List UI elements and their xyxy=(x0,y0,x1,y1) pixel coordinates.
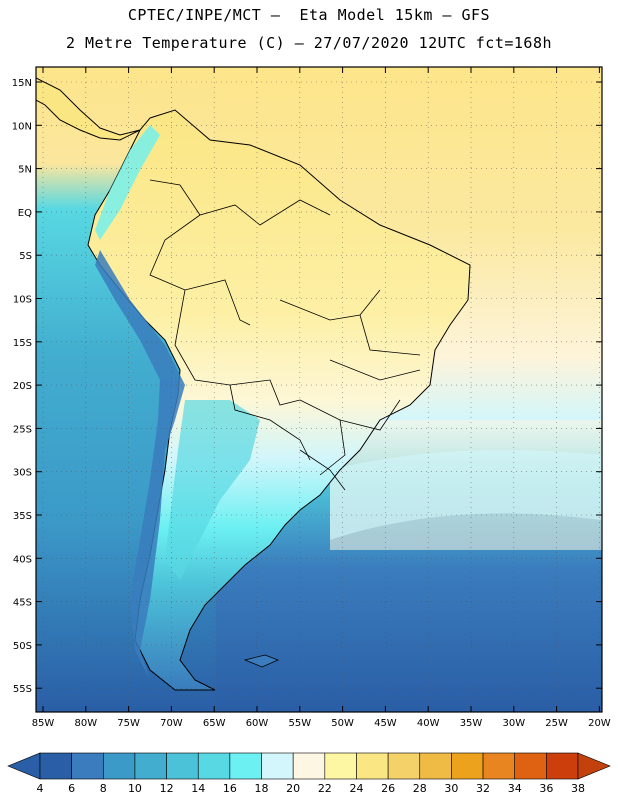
lat-label: 15N xyxy=(12,78,32,89)
colorbar-swatch xyxy=(419,752,452,780)
lat-label: 55S xyxy=(13,684,32,695)
title-line-1: CPTEC/INPE/MCT – Eta Model 15km – GFS xyxy=(127,6,491,24)
lat-label: 25S xyxy=(13,424,32,435)
colorbar-label: 8 xyxy=(99,782,107,795)
colorbar-label: 14 xyxy=(191,782,206,795)
lon-label: 75W xyxy=(117,718,140,729)
lon-label: 60W xyxy=(246,718,269,729)
colorbar-label: 12 xyxy=(159,782,174,795)
colorbar-swatch xyxy=(229,752,262,780)
colorbar-label: 36 xyxy=(539,782,554,795)
colorbar-label: 10 xyxy=(127,782,142,795)
colorbar-swatch xyxy=(261,752,294,780)
map-field xyxy=(36,67,602,712)
lon-label: 55W xyxy=(288,718,311,729)
colorbar-label: 30 xyxy=(444,782,459,795)
lat-label: 5N xyxy=(18,165,32,176)
lon-label: 70W xyxy=(160,718,183,729)
longitude-labels: 85W 80W 75W 70W 65W 60W 55W 50W 45W 40W 35W 30W 25W 2… xyxy=(32,718,611,729)
colorbar-swatch xyxy=(166,752,199,780)
colorbar-swatch xyxy=(197,752,231,780)
latitude-labels: 15N 10N 5N EQ 5S 10S 15S 20S 25S 30S 35S 40S 45S 50S 5… xyxy=(12,78,32,695)
colorbar-label: 24 xyxy=(349,782,364,795)
colorbar-swatch xyxy=(546,752,579,780)
colorbar-swatch xyxy=(292,752,326,780)
title-line-2: 2 Metre Temperature (C) – 27/07/2020 12U… xyxy=(65,34,553,52)
lon-label: 30W xyxy=(502,718,525,729)
colorbar xyxy=(7,752,611,780)
lat-label: 15S xyxy=(13,338,32,349)
colorbar-swatch xyxy=(482,752,516,780)
colorbar-label: 38 xyxy=(571,782,585,795)
colorbar-low-arrow xyxy=(7,752,41,780)
lat-label: EQ xyxy=(18,208,32,219)
colorbar-label: 22 xyxy=(317,782,332,795)
lat-label: 10S xyxy=(13,295,32,306)
lat-label: 30S xyxy=(13,468,32,479)
colorbar-label: 26 xyxy=(381,782,396,795)
colorbar-high-arrow xyxy=(577,752,611,780)
colorbar-label: 28 xyxy=(412,782,427,795)
lon-label: 85W xyxy=(32,718,55,729)
colorbar-label: 4 xyxy=(36,782,44,795)
colorbar-label: 6 xyxy=(68,782,76,795)
falkland-islands xyxy=(243,654,280,668)
lat-label: 50S xyxy=(13,641,32,652)
colorbar-swatch xyxy=(451,752,484,780)
lat-label: 35S xyxy=(13,511,32,522)
colorbar-swatch xyxy=(356,752,389,780)
lon-label: 35W xyxy=(460,718,483,729)
colorbar-label: 18 xyxy=(254,782,269,795)
colorbar-swatch xyxy=(387,752,421,780)
colorbar-label: 34 xyxy=(507,782,522,795)
central-america xyxy=(36,77,141,141)
lat-label: 20S xyxy=(13,381,32,392)
lat-label: 5S xyxy=(19,251,32,262)
lon-label: 25W xyxy=(545,718,568,729)
lon-label: 50W xyxy=(331,718,354,729)
colorbar-label: 20 xyxy=(286,782,301,795)
lon-label: 65W xyxy=(203,718,226,729)
colorbar-label: 16 xyxy=(222,782,237,795)
lat-label: 40S xyxy=(13,554,32,565)
axis-ticks xyxy=(36,67,602,712)
lat-label: 10N xyxy=(12,121,32,132)
colorbar-swatch xyxy=(324,752,357,780)
lon-label: 40W xyxy=(417,718,440,729)
colorbar-swatch xyxy=(102,752,136,780)
colorbar-swatch xyxy=(71,752,104,780)
colorbar-swatch xyxy=(134,752,167,780)
lon-label: 20W xyxy=(588,718,611,729)
lon-label: 45W xyxy=(374,718,397,729)
map-frame xyxy=(35,66,603,713)
lon-label: 80W xyxy=(74,718,97,729)
lat-label: 45S xyxy=(13,598,32,609)
colorbar-swatch xyxy=(39,752,72,780)
colorbar-swatch xyxy=(514,752,547,780)
colorbar-label: 32 xyxy=(476,782,491,795)
